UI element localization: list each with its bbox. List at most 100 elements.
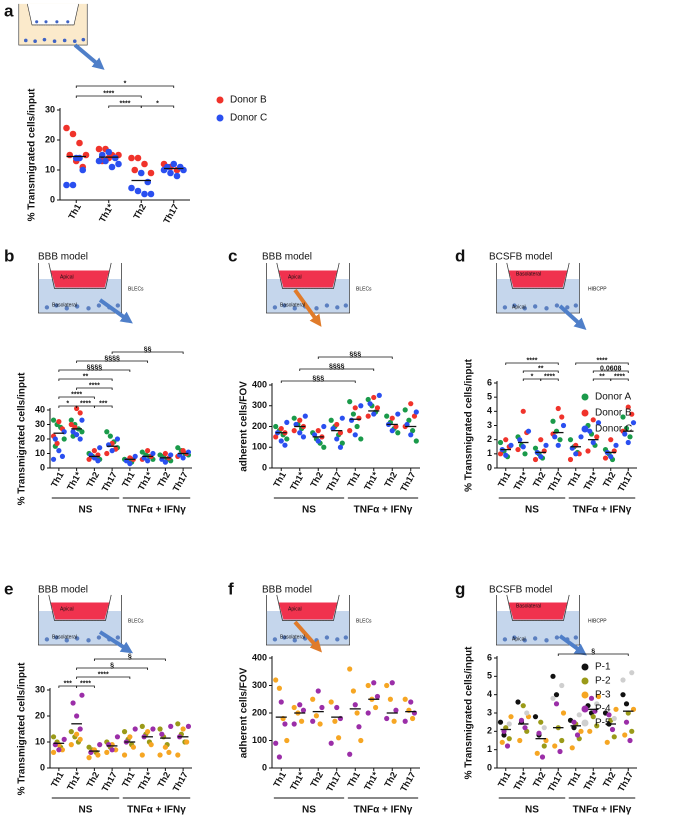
- data-point: [180, 448, 186, 454]
- significance-label: ****: [527, 357, 538, 364]
- data-point: [608, 437, 614, 443]
- data-point: [358, 436, 364, 442]
- data-point: [622, 431, 628, 437]
- data-point: [371, 680, 377, 686]
- y-tick-label: 300: [252, 680, 267, 690]
- data-point: [141, 160, 148, 168]
- data-point: [175, 445, 181, 451]
- data-point: [77, 410, 83, 416]
- data-point: [157, 752, 163, 758]
- data-point: [508, 714, 514, 720]
- significance-bracket: [75, 95, 142, 98]
- data-point: [63, 181, 70, 189]
- data-point: [393, 423, 399, 430]
- significance-label: ****: [614, 373, 625, 380]
- data-point: [354, 710, 360, 716]
- data-point: [606, 712, 612, 718]
- data-point: [520, 408, 526, 414]
- data-point: [538, 454, 544, 460]
- data-point: [374, 405, 381, 411]
- data-point: [162, 459, 168, 465]
- y-tick-label: 20: [45, 134, 55, 144]
- data-point: [552, 434, 558, 440]
- data-point: [620, 677, 626, 683]
- data-point: [594, 723, 600, 729]
- data-point: [166, 749, 172, 756]
- data-point: [95, 752, 101, 758]
- data-point: [56, 747, 62, 753]
- data-point: [52, 436, 58, 442]
- data-point: [276, 754, 282, 760]
- y-tick-label: 40: [35, 404, 45, 414]
- significance-label: §: [110, 662, 114, 669]
- data-point: [168, 723, 174, 730]
- data-point: [550, 695, 556, 701]
- data-point: [115, 160, 122, 168]
- significance-label: §: [128, 653, 132, 660]
- x-tick-label: Th1: [345, 470, 362, 489]
- panel-letter: d: [455, 246, 465, 265]
- y-tick-label: 4: [487, 689, 492, 699]
- legend-marker: [581, 677, 589, 685]
- data-point: [175, 721, 181, 727]
- y-tick-label: 2: [487, 434, 492, 444]
- data-point: [148, 742, 154, 748]
- data-point: [532, 714, 539, 720]
- group-label: NS: [302, 505, 316, 516]
- model-label: BCSFB model: [489, 252, 552, 263]
- data-point: [411, 413, 418, 419]
- significance-bracket: [93, 405, 113, 408]
- significance-label: *: [66, 400, 69, 407]
- data-point: [391, 718, 397, 724]
- data-point: [76, 139, 83, 147]
- data-point: [402, 696, 408, 702]
- data-point: [278, 438, 284, 444]
- data-point: [559, 414, 565, 420]
- data-point: [517, 437, 523, 443]
- data-point: [273, 434, 279, 440]
- data-point: [395, 411, 401, 417]
- panel-letter: b: [4, 246, 14, 265]
- data-point: [365, 396, 371, 403]
- data-point: [86, 456, 92, 462]
- diagram-label: HIBCPP: [588, 286, 607, 292]
- data-point: [595, 693, 602, 700]
- y-axis-label: % Transmigrated cells/input: [464, 358, 475, 491]
- data-point: [625, 439, 631, 446]
- data-point: [317, 721, 323, 727]
- data-point: [56, 448, 62, 454]
- y-tick-label: 0: [40, 462, 45, 472]
- data-point: [608, 454, 614, 460]
- data-point: [555, 442, 561, 448]
- data-point: [63, 124, 70, 132]
- x-tick-label: Th2: [382, 770, 399, 789]
- legend-marker: [581, 691, 589, 699]
- data-point: [620, 414, 626, 420]
- significance-bracket: [592, 370, 629, 373]
- x-tick-label: Th1: [566, 770, 583, 789]
- legend-label: P-3: [595, 690, 611, 701]
- data-point: [180, 166, 187, 174]
- data-point: [497, 451, 504, 457]
- data-point: [602, 455, 609, 461]
- data-point: [503, 452, 509, 458]
- y-tick-label: 400: [252, 652, 267, 662]
- data-point: [553, 692, 560, 698]
- x-tick-label: Th2: [84, 770, 101, 789]
- data-point: [550, 418, 556, 424]
- y-axis-label: % Transmigrated cells/input: [464, 646, 475, 779]
- data-point: [522, 725, 528, 731]
- data-point: [86, 755, 92, 761]
- data-point: [365, 682, 371, 689]
- significance-label: ****: [80, 680, 91, 687]
- data-point: [139, 723, 145, 730]
- data-point: [532, 456, 539, 463]
- x-tick-label: Th1: [496, 470, 513, 489]
- y-tick-label: 5: [487, 671, 492, 681]
- data-point: [273, 423, 279, 430]
- legend-label: Donor A: [595, 392, 631, 403]
- x-tick-label: Th1: [271, 770, 288, 789]
- data-point: [611, 715, 617, 722]
- data-point: [389, 428, 395, 434]
- significance-bracket: [280, 380, 356, 383]
